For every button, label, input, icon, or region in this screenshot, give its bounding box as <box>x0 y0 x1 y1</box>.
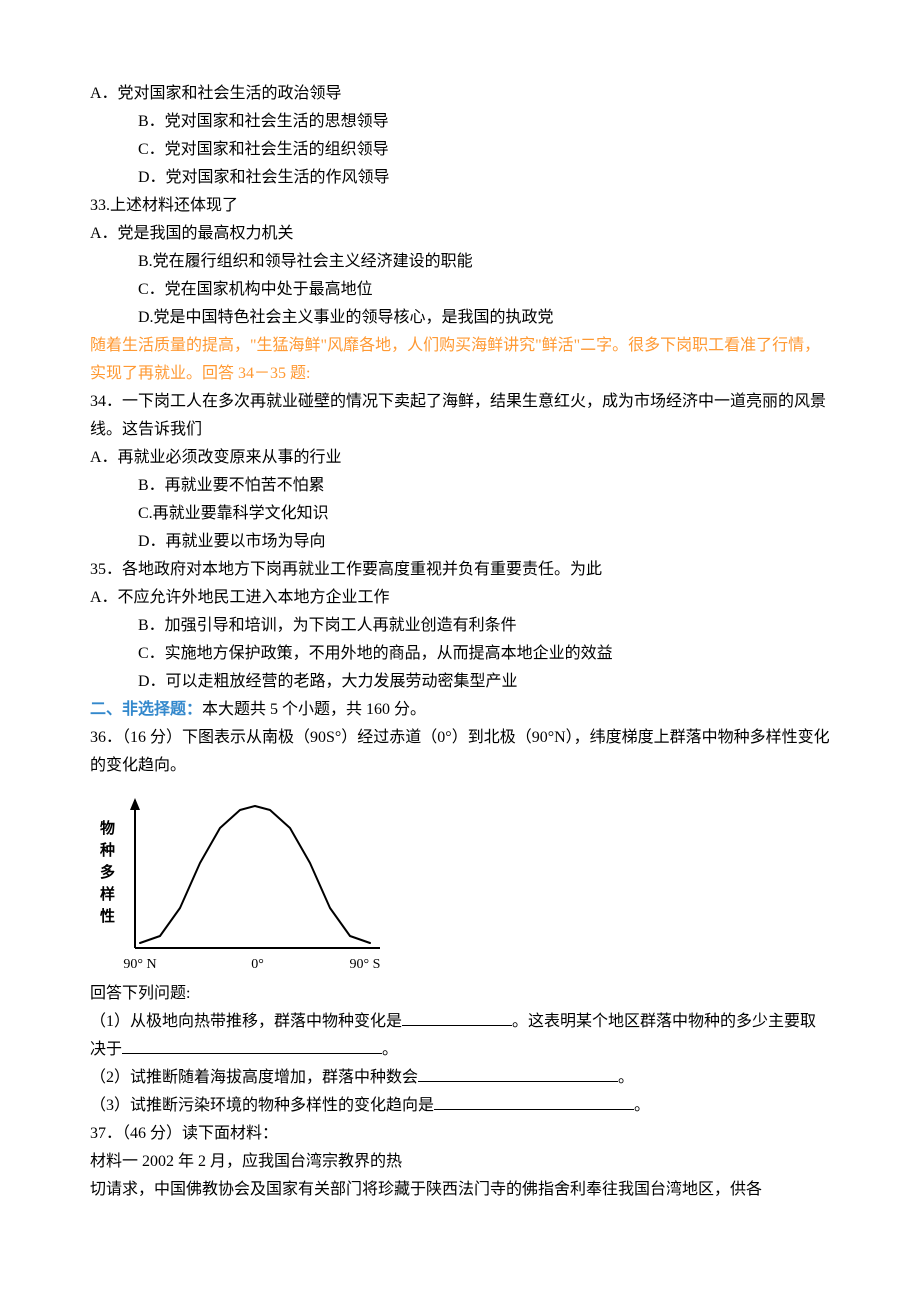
q36-after-chart: 回答下列问题: <box>90 980 830 1008</box>
q36-sub1-a: （1）从极地向热带推移，群落中物种变化是 <box>90 1013 402 1030</box>
q35-stem: 35．各地政府对本地方下岗再就业工作要高度重视并负有重要责任。为此 <box>90 556 830 584</box>
q35-option-b: B．加强引导和培训，为下岗工人再就业创造有利条件 <box>90 612 830 640</box>
svg-text:样: 样 <box>100 885 115 903</box>
svg-text:90° N: 90° N <box>123 957 156 972</box>
svg-text:多: 多 <box>100 863 115 881</box>
biodiversity-chart: 物种多样性 90° N 0° 90° S <box>90 788 390 978</box>
q36-sub3-row: （3）试推断污染环境的物种多样性的变化趋向是 。 <box>90 1092 830 1120</box>
svg-text:种: 种 <box>99 841 115 859</box>
q33-option-b: B.党在履行组织和领导社会主义经济建设的职能 <box>90 248 830 276</box>
q37-mat1-b: 切请求，中国佛教协会及国家有关部门将珍藏于陕西法门寺的佛指舍利奉往我国台湾地区，… <box>90 1176 830 1204</box>
q36-sub3-blank[interactable] <box>434 1094 634 1110</box>
section-2-row: 二、非选择题：本大题共 5 个小题，共 160 分。 <box>90 696 830 724</box>
q33-option-a: A．党是我国的最高权力机关 <box>90 220 830 248</box>
q32-option-a: A．党对国家和社会生活的政治领导 <box>90 80 830 108</box>
section-2-rest: 本大题共 5 个小题，共 160 分。 <box>202 701 426 718</box>
q36-sub3-b: 。 <box>634 1097 650 1114</box>
q37-mat1-a: 材料一 2002 年 2 月，应我国台湾宗教界的热 <box>90 1148 830 1176</box>
context-34-35: 随着生活质量的提高，"生猛海鲜"风靡各地，人们购买海鲜讲究"鲜活"二字。很多下岗… <box>90 332 830 388</box>
q33-stem: 33.上述材料还体现了 <box>90 192 830 220</box>
q36-sub3-a: （3）试推断污染环境的物种多样性的变化趋向是 <box>90 1097 434 1114</box>
q36-sub2-a: （2）试推断随着海拔高度增加，群落中种数会 <box>90 1069 418 1086</box>
svg-text:物: 物 <box>100 819 115 837</box>
q37-stem: 37．（46 分）读下面材料： <box>90 1120 830 1148</box>
q32-option-b: B．党对国家和社会生活的思想领导 <box>90 108 830 136</box>
q35-option-c: C．实施地方保护政策，不用外地的商品，从而提高本地企业的效益 <box>90 640 830 668</box>
q33-option-c: C．党在国家机构中处于最高地位 <box>90 276 830 304</box>
q35-option-a: A．不应允许外地民工进入本地方企业工作 <box>90 584 830 612</box>
svg-text:0°: 0° <box>251 957 264 972</box>
q32-option-d: D．党对国家和社会生活的作风领导 <box>90 164 830 192</box>
q36-sub1-row: （1）从极地向热带推移，群落中物种变化是。这表明某个地区群落中物种的多少主要取决… <box>90 1008 830 1064</box>
svg-text:性: 性 <box>100 907 115 925</box>
q35-option-d: D．可以走粗放经营的老路，大力发展劳动密集型产业 <box>90 668 830 696</box>
section-2-title: 二、非选择题： <box>90 701 202 718</box>
q36-sub1-c: 。 <box>382 1041 398 1058</box>
q36-stem: 36．（16 分）下图表示从南极（90S°）经过赤道（0°）到北极（90°N），… <box>90 724 830 780</box>
q34-option-a: A．再就业必须改变原来从事的行业 <box>90 444 830 472</box>
q36-sub1-blank1[interactable] <box>402 1010 512 1026</box>
q34-option-d: D．再就业要以市场为导向 <box>90 528 830 556</box>
q36-chart: 物种多样性 90° N 0° 90° S <box>90 788 830 978</box>
q36-sub2-row: （2）试推断随着海拔高度增加，群落中种数会 。 <box>90 1064 830 1092</box>
q34-option-b: B．再就业要不怕苦不怕累 <box>90 472 830 500</box>
q33-option-d: D.党是中国特色社会主义事业的领导核心，是我国的执政党 <box>90 304 830 332</box>
q32-option-c: C．党对国家和社会生活的组织领导 <box>90 136 830 164</box>
q36-sub1-blank2[interactable] <box>122 1038 382 1054</box>
svg-text:90° S: 90° S <box>350 957 381 972</box>
q34-stem: 34．一下岗工人在多次再就业碰壁的情况下卖起了海鲜，结果生意红火，成为市场经济中… <box>90 388 830 444</box>
q36-sub2-blank[interactable] <box>418 1066 618 1082</box>
q36-sub2-b: 。 <box>618 1069 634 1086</box>
q34-option-c: C.再就业要靠科学文化知识 <box>90 500 830 528</box>
